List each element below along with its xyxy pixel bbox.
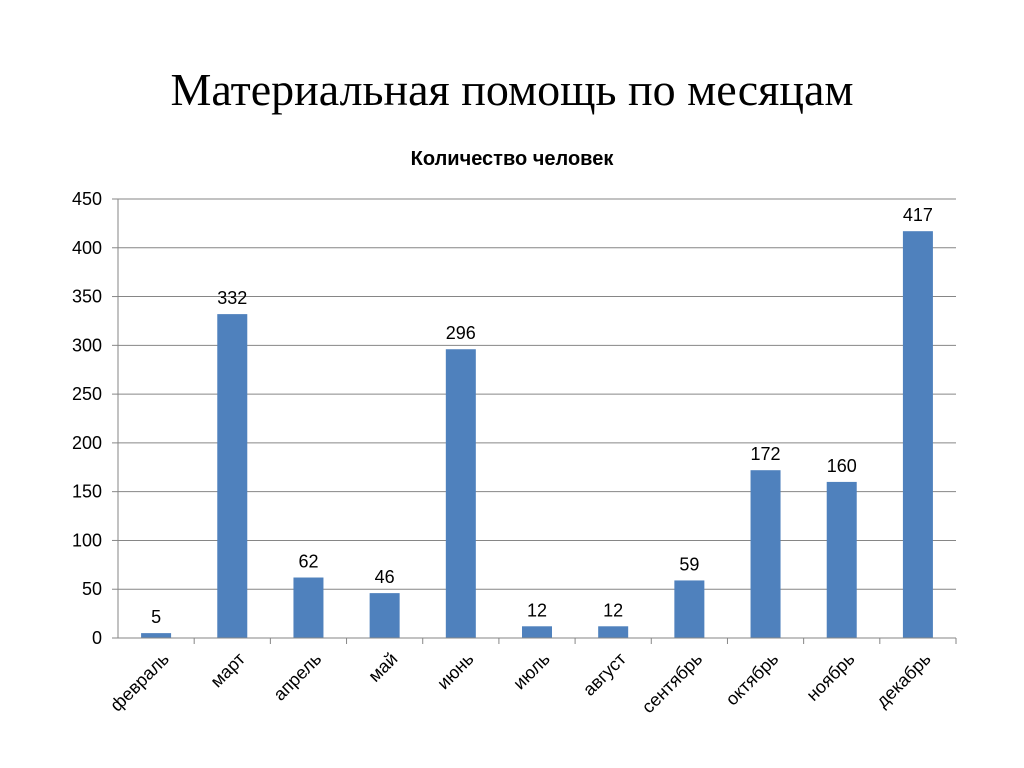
y-tick-label: 450 bbox=[72, 189, 102, 209]
data-label: 12 bbox=[603, 600, 623, 620]
data-label: 296 bbox=[446, 323, 476, 343]
y-tick-label: 300 bbox=[72, 335, 102, 355]
data-label: 12 bbox=[527, 600, 547, 620]
data-label: 46 bbox=[375, 567, 395, 587]
x-tick-label: март bbox=[206, 649, 249, 692]
gridlines bbox=[118, 198, 956, 639]
x-tick-label: сентябрь bbox=[638, 649, 706, 717]
y-tick-label: 50 bbox=[82, 579, 102, 599]
y-tick-label: 100 bbox=[72, 530, 102, 550]
x-tick-label: октябрь bbox=[722, 649, 783, 710]
data-labels: 5 332 62 46 296 12 12 59 172 160 417 bbox=[151, 205, 933, 627]
bar bbox=[141, 633, 172, 638]
x-tick-label: август bbox=[579, 649, 630, 700]
bar bbox=[293, 577, 324, 638]
x-tick-label: ноябрь bbox=[802, 649, 858, 705]
y-tick-label: 200 bbox=[72, 433, 102, 453]
y-tick-label: 150 bbox=[72, 482, 102, 502]
data-label: 59 bbox=[679, 554, 699, 574]
bar bbox=[826, 481, 857, 638]
x-tick-label: февраль bbox=[106, 649, 173, 716]
bar bbox=[750, 470, 781, 638]
bar bbox=[674, 580, 705, 638]
bar bbox=[445, 349, 476, 638]
bar bbox=[217, 314, 248, 638]
x-tick-label: декабрь bbox=[872, 649, 935, 712]
x-tick-label: апрель bbox=[269, 649, 325, 705]
chart-title: Количество человек bbox=[411, 148, 615, 170]
x-tick-label: июнь bbox=[433, 649, 477, 693]
data-label: 417 bbox=[903, 205, 933, 225]
x-tick-label: май bbox=[364, 649, 401, 686]
y-tick-label: 400 bbox=[72, 238, 102, 258]
bars bbox=[141, 231, 933, 638]
data-label: 160 bbox=[827, 456, 857, 476]
y-tick-label: 250 bbox=[72, 384, 102, 404]
data-label: 5 bbox=[151, 607, 161, 627]
x-tick-label: июль bbox=[509, 649, 554, 694]
y-tick-label: 350 bbox=[72, 287, 102, 307]
y-axis: 0 50 100 150 200 250 300 350 400 450 bbox=[72, 189, 119, 648]
x-axis: февраль март апрель май июнь июль август сентяб… bbox=[106, 637, 957, 717]
data-label: 332 bbox=[217, 288, 247, 308]
slide-title: Материальная помощь по месяцам bbox=[170, 64, 854, 115]
y-tick-label: 0 bbox=[92, 628, 102, 648]
bar bbox=[902, 231, 933, 638]
bar bbox=[598, 626, 629, 638]
data-label: 172 bbox=[751, 444, 781, 464]
bar bbox=[522, 626, 552, 638]
data-label: 62 bbox=[298, 552, 318, 572]
bar bbox=[369, 593, 400, 638]
